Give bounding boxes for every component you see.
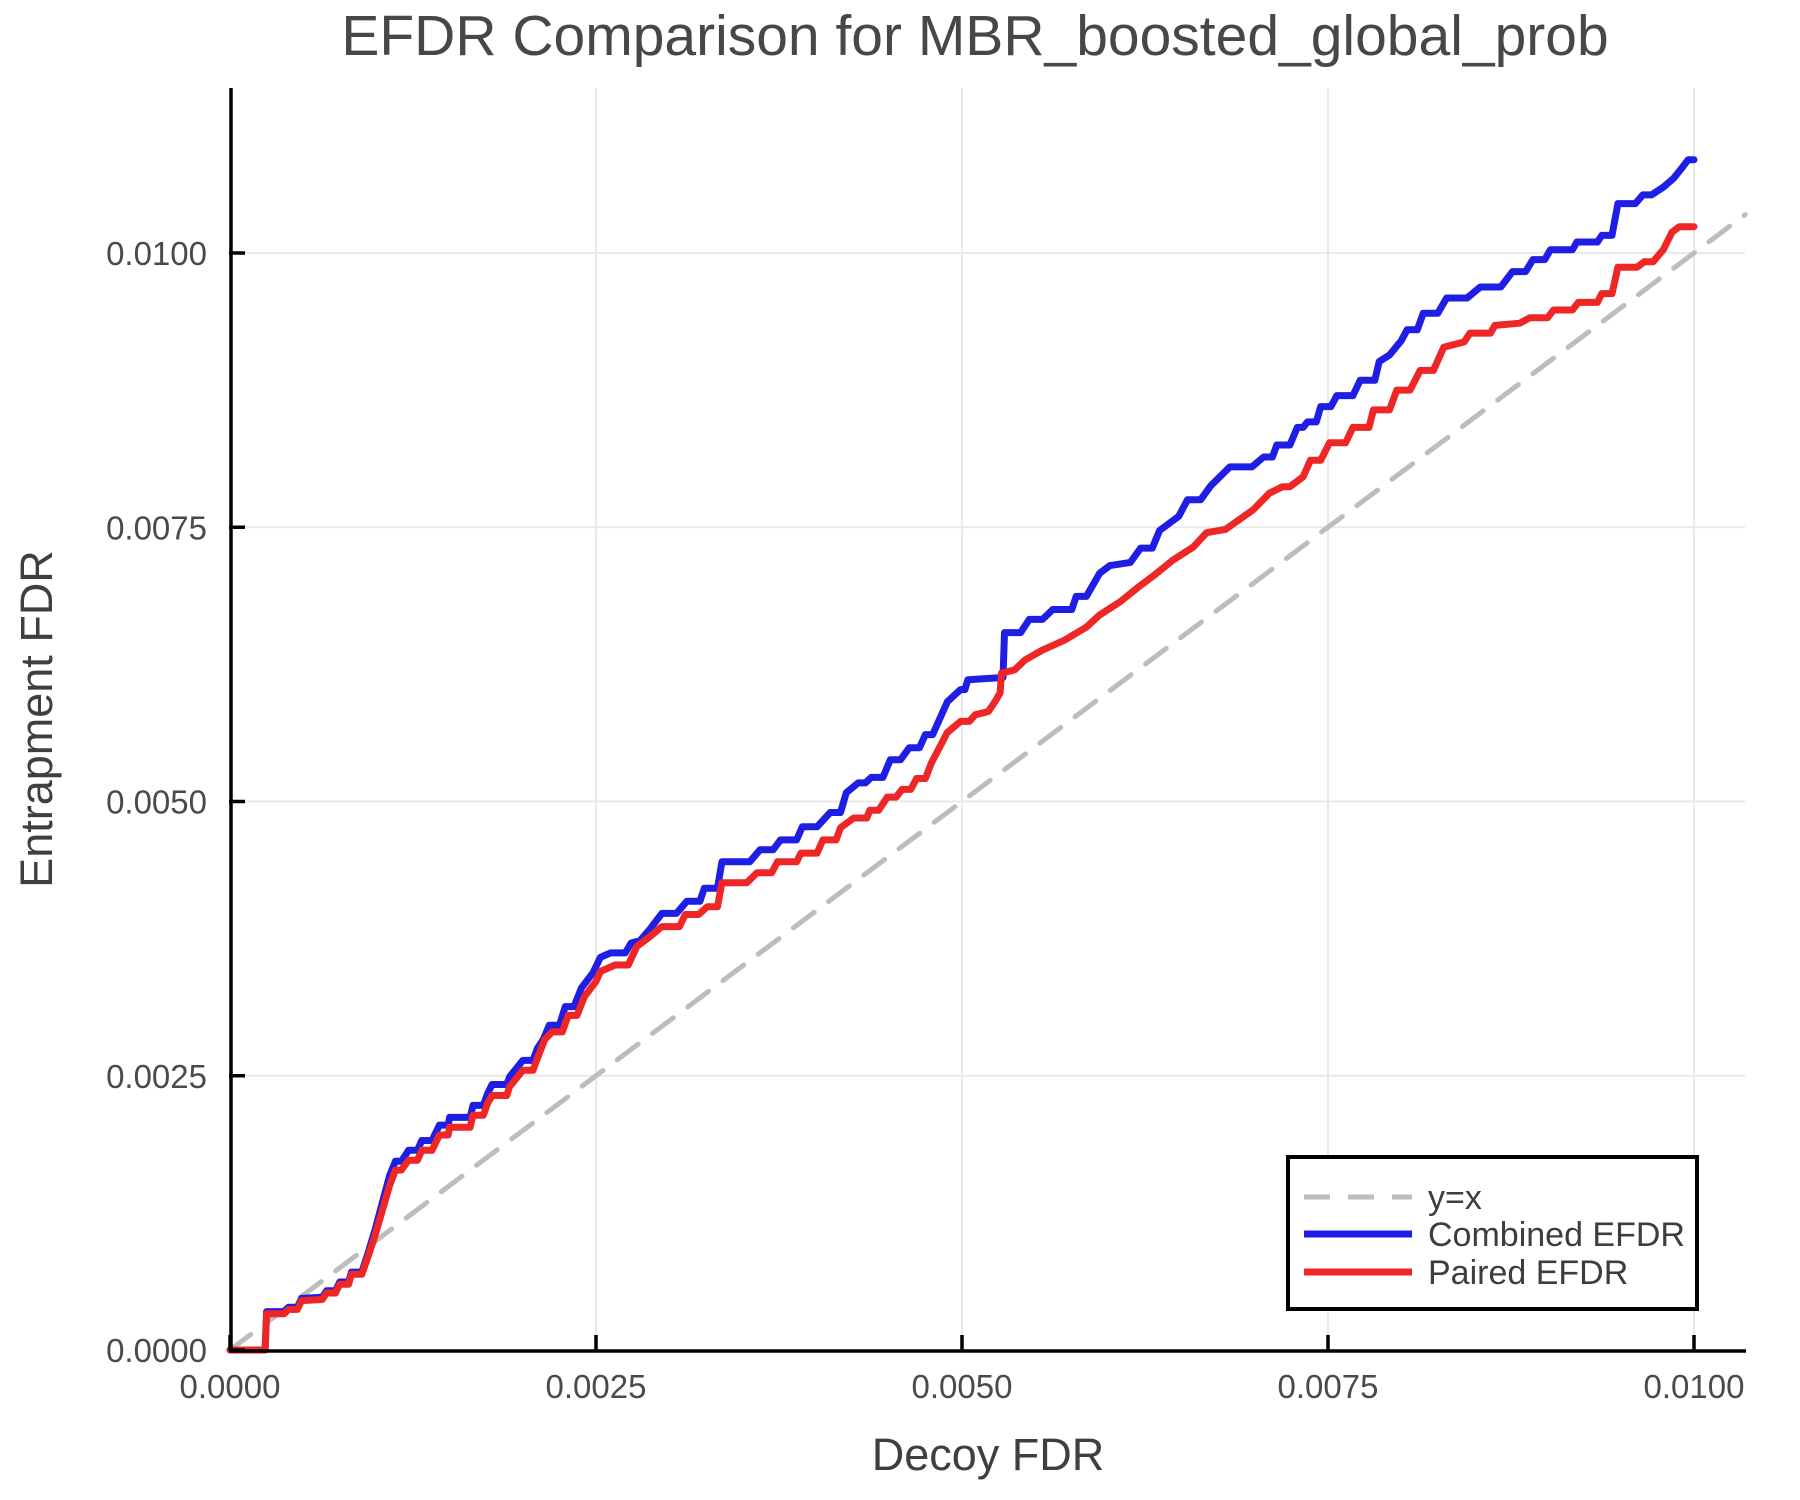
- y-tick-label: 0.0000: [106, 1332, 207, 1369]
- legend: y=x Combined EFDR Paired EFDR: [1286, 1155, 1699, 1311]
- x-tick-label: 0.0075: [1278, 1368, 1379, 1405]
- x-tick-label: 0.0050: [912, 1368, 1013, 1405]
- legend-label-combined-efdr: Combined EFDR: [1428, 1216, 1685, 1254]
- series-line-y-x: [227, 212, 1748, 1353]
- gridlines: [231, 88, 1745, 1350]
- axes: 0.0000 0.0025 0.0050 0.0075 0.0100 0.0000 0.00…: [106, 88, 1746, 1405]
- x-tick-label: 0.0025: [546, 1368, 647, 1405]
- x-tick-label: 0.0100: [1644, 1368, 1745, 1405]
- tick-labels: 0.0000 0.0025 0.0050 0.0075 0.0100 0.0000 0.00…: [106, 235, 1744, 1405]
- chart-title: EFDR Comparison for MBR_boosted_global_p…: [341, 4, 1608, 68]
- tick-marks: [228, 251, 1696, 1352]
- legend-item-paired-efdr: Paired EFDR: [1304, 1254, 1628, 1292]
- y-tick-label: 0.0025: [106, 1058, 207, 1095]
- legend-item-yx: y=x: [1304, 1179, 1482, 1217]
- legend-label-yx: y=x: [1428, 1179, 1482, 1217]
- y-tick-label: 0.0100: [106, 235, 207, 272]
- x-tick-label: 0.0000: [180, 1368, 281, 1405]
- series-lines: [226, 156, 1748, 1354]
- y-tick-label: 0.0075: [106, 509, 207, 546]
- legend-item-combined-efdr: Combined EFDR: [1304, 1216, 1685, 1254]
- y-axis-label: Entrapment FDR: [11, 550, 62, 888]
- legend-label-paired-efdr: Paired EFDR: [1428, 1254, 1628, 1292]
- y-tick-label: 0.0050: [106, 784, 207, 821]
- x-axis-label: Decoy FDR: [872, 1429, 1105, 1480]
- series-line-paired-efdr: [226, 223, 1698, 1354]
